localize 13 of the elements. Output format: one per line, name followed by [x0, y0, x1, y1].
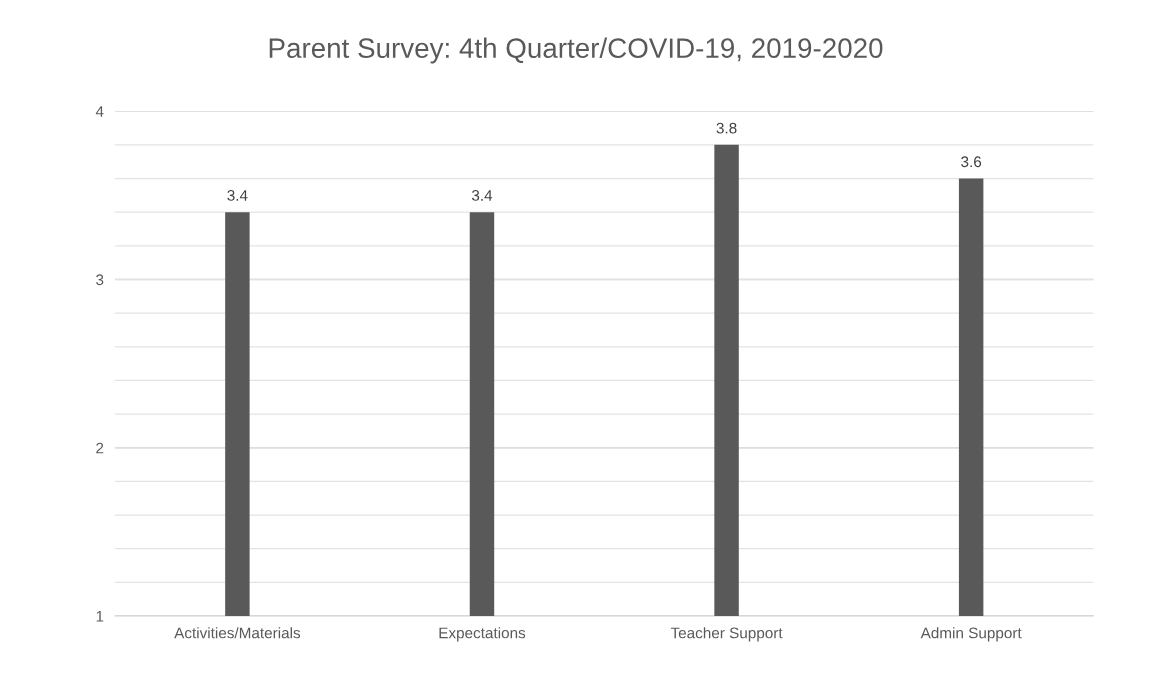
chart-title: Parent Survey: 4th Quarter/COVID-19, 2019-2020 [269, 37, 883, 64]
x-tick-label: Admin Support [920, 627, 1022, 642]
x-tick-label: Teacher Support [670, 627, 783, 642]
y-tick-label: 1 [96, 611, 104, 622]
data-label: 3.4 [471, 190, 493, 201]
data-label: 3.8 [716, 122, 737, 134]
data-label: 3.6 [961, 156, 982, 168]
x-tick-label: Activities/Materials [174, 627, 301, 639]
y-tick-label: 2 [96, 442, 104, 454]
y-tick-label: 4 [95, 106, 104, 117]
y-tick-label: 3 [96, 274, 104, 286]
x-tick-label: Expectations [439, 627, 526, 642]
data-label: 3.4 [227, 190, 248, 201]
